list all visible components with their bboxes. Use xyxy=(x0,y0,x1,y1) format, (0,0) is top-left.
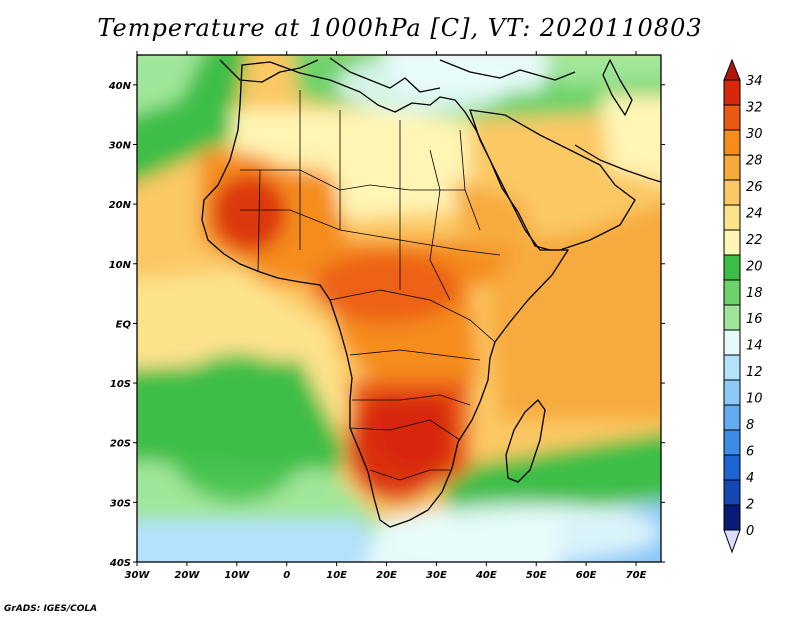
colorbar-label: 22 xyxy=(746,233,763,248)
field-region-7 xyxy=(386,502,661,562)
colorbar-label: 12 xyxy=(746,365,763,380)
field-region-6 xyxy=(161,353,312,503)
field-blob-16 xyxy=(450,180,540,250)
colorbar-box xyxy=(723,329,741,356)
lat-tick-label: 10S xyxy=(110,379,131,390)
colorbar-box xyxy=(723,354,741,381)
field-region-4 xyxy=(336,55,512,115)
colorbar-label: 6 xyxy=(746,445,754,460)
lon-tick-label: 50E xyxy=(526,570,547,581)
lon-tick-label: 20E xyxy=(376,570,397,581)
temperature-field xyxy=(137,55,661,562)
colorbar-label: 0 xyxy=(746,524,754,539)
lon-tick-label: 30W xyxy=(125,570,151,581)
chart-title: Temperature at 1000hPa [C], VT: 20201108… xyxy=(97,14,703,42)
colorbar-label: 28 xyxy=(746,153,763,168)
lon-tick-label: 10E xyxy=(326,570,347,581)
country-borders xyxy=(240,90,501,481)
lat-tick-label: 20N xyxy=(109,200,132,211)
lon-tick-label: 40E xyxy=(475,570,497,581)
colorbar-box xyxy=(723,179,741,206)
lat-tick-label: EQ xyxy=(116,319,132,330)
field-region-3 xyxy=(261,132,437,175)
field-region-2 xyxy=(346,394,447,503)
lat-tick-label: 30N xyxy=(109,140,132,151)
colorbar-label: 34 xyxy=(746,74,763,89)
colorbar-box xyxy=(723,229,741,256)
colorbar-box xyxy=(723,204,741,231)
colorbar-box xyxy=(723,479,741,506)
field-blob-12 xyxy=(545,55,661,85)
colorbar-box xyxy=(723,454,741,481)
lon-tick-label: 30E xyxy=(426,570,447,581)
lat-tick-label: 10N xyxy=(109,260,132,271)
footer-credit: GrADS: IGES/COLA xyxy=(4,604,98,614)
colorbar-box xyxy=(723,504,741,531)
colorbar-box xyxy=(723,154,741,181)
colorbar-box xyxy=(723,254,741,281)
colorbar-label: 14 xyxy=(746,339,763,354)
field-region-0 xyxy=(211,174,287,252)
colorbar-label: 10 xyxy=(746,392,763,407)
field-blob-8 xyxy=(137,55,203,115)
colorbar-label: 20 xyxy=(746,259,763,274)
axes: 30W 20W 10W 0 10E 20E 30E 40E 50E 60E 70E 40N 30N 20N… xyxy=(108,51,665,581)
lat-tick-label: 20S xyxy=(110,439,131,450)
colorbar-label: 26 xyxy=(746,180,763,195)
colorbar-label: 30 xyxy=(746,127,763,142)
coastlines xyxy=(201,57,661,528)
colorbar-label: 24 xyxy=(746,206,763,221)
lon-tick-label: 70E xyxy=(626,570,647,581)
colorbar-label: 18 xyxy=(746,286,763,301)
colorbar-box xyxy=(723,79,741,106)
colorbar-box xyxy=(723,129,741,156)
lat-tick-label: 30S xyxy=(110,498,131,509)
lon-tick-label: 0 xyxy=(283,570,290,581)
colorbar-label: 2 xyxy=(746,498,754,513)
lat-tick-label: 40N xyxy=(108,81,132,92)
colorbar-box xyxy=(723,104,741,131)
colorbar-label: 16 xyxy=(746,312,763,327)
field-blob-3 xyxy=(137,520,388,562)
field-blob-13 xyxy=(600,95,661,181)
colorbar-box xyxy=(723,304,741,331)
colorbar-label: 8 xyxy=(746,418,754,433)
plot-frame xyxy=(136,54,662,563)
colorbar-label: 32 xyxy=(746,100,763,115)
lon-tick-label: 60E xyxy=(576,570,597,581)
field-region-1 xyxy=(311,251,462,324)
colorbar-box xyxy=(723,279,741,306)
lon-tick-label: 10W xyxy=(224,570,250,581)
colorbar-box xyxy=(723,379,741,406)
field-blob-5 xyxy=(440,433,661,520)
colorbar-box xyxy=(723,429,741,456)
colorbar-bottom-arrow xyxy=(723,529,741,554)
lat-tick-label: 40S xyxy=(109,558,131,569)
lon-tick-label: 20W xyxy=(174,570,200,581)
colorbar-top-arrow xyxy=(723,58,741,81)
colorbar-label: 4 xyxy=(746,471,754,486)
field-region-5 xyxy=(486,233,637,384)
colorbar-box xyxy=(723,404,741,431)
